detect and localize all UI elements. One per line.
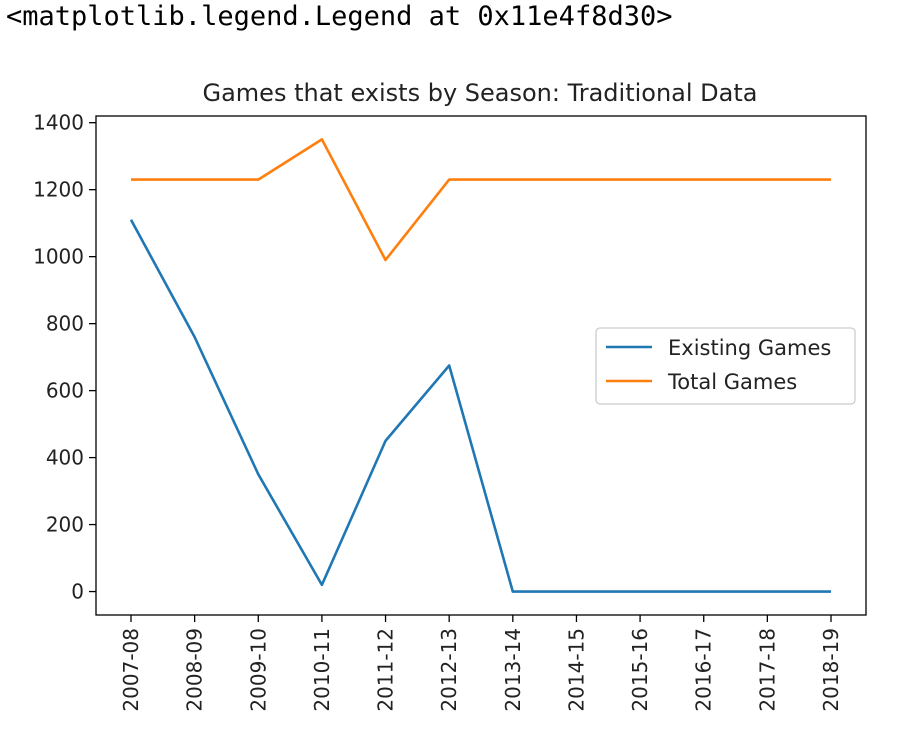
plot-frame <box>95 115 867 616</box>
x-tick-label: 2015-16 <box>628 628 652 712</box>
y-tick-label: 200 <box>46 513 84 537</box>
chart-title: Games that exists by Season: Traditional… <box>203 79 758 107</box>
y-tick-label: 0 <box>71 580 84 604</box>
x-tick-label: 2010-11 <box>310 628 334 712</box>
series-line-total-games <box>131 138 831 262</box>
y-tick-label: 400 <box>46 446 84 470</box>
x-tick-label: 2012-13 <box>437 628 461 712</box>
y-tick-label: 1200 <box>33 178 84 202</box>
x-tick-label: 2007-08 <box>119 628 143 712</box>
x-tick-label: 2018-19 <box>819 628 843 712</box>
legend-label-existing-games: Existing Games <box>668 336 831 360</box>
x-tick-label: 2009-10 <box>246 628 270 712</box>
x-tick-label: 2014-15 <box>564 628 588 712</box>
x-tick-label: 2016-17 <box>692 628 716 712</box>
legend-frame <box>595 327 856 405</box>
x-tick-label: 2013-14 <box>501 628 525 712</box>
series-line-existing-games <box>129 219 831 593</box>
x-tick-label: 2017-18 <box>755 628 779 712</box>
y-tick-label: 1000 <box>33 245 84 269</box>
y-tick-label: 1400 <box>33 111 84 135</box>
legend: Existing Games Total Games <box>595 327 856 405</box>
output-repr-text: <matplotlib.legend.Legend at 0x11e4f8d30… <box>6 1 673 32</box>
y-tick-label: 600 <box>46 379 84 403</box>
y-tick-label: 800 <box>46 312 84 336</box>
legend-label-total-games: Total Games <box>667 370 797 394</box>
x-tick-label: 2011-12 <box>374 628 398 712</box>
x-tick-label: 2008-09 <box>183 628 207 712</box>
